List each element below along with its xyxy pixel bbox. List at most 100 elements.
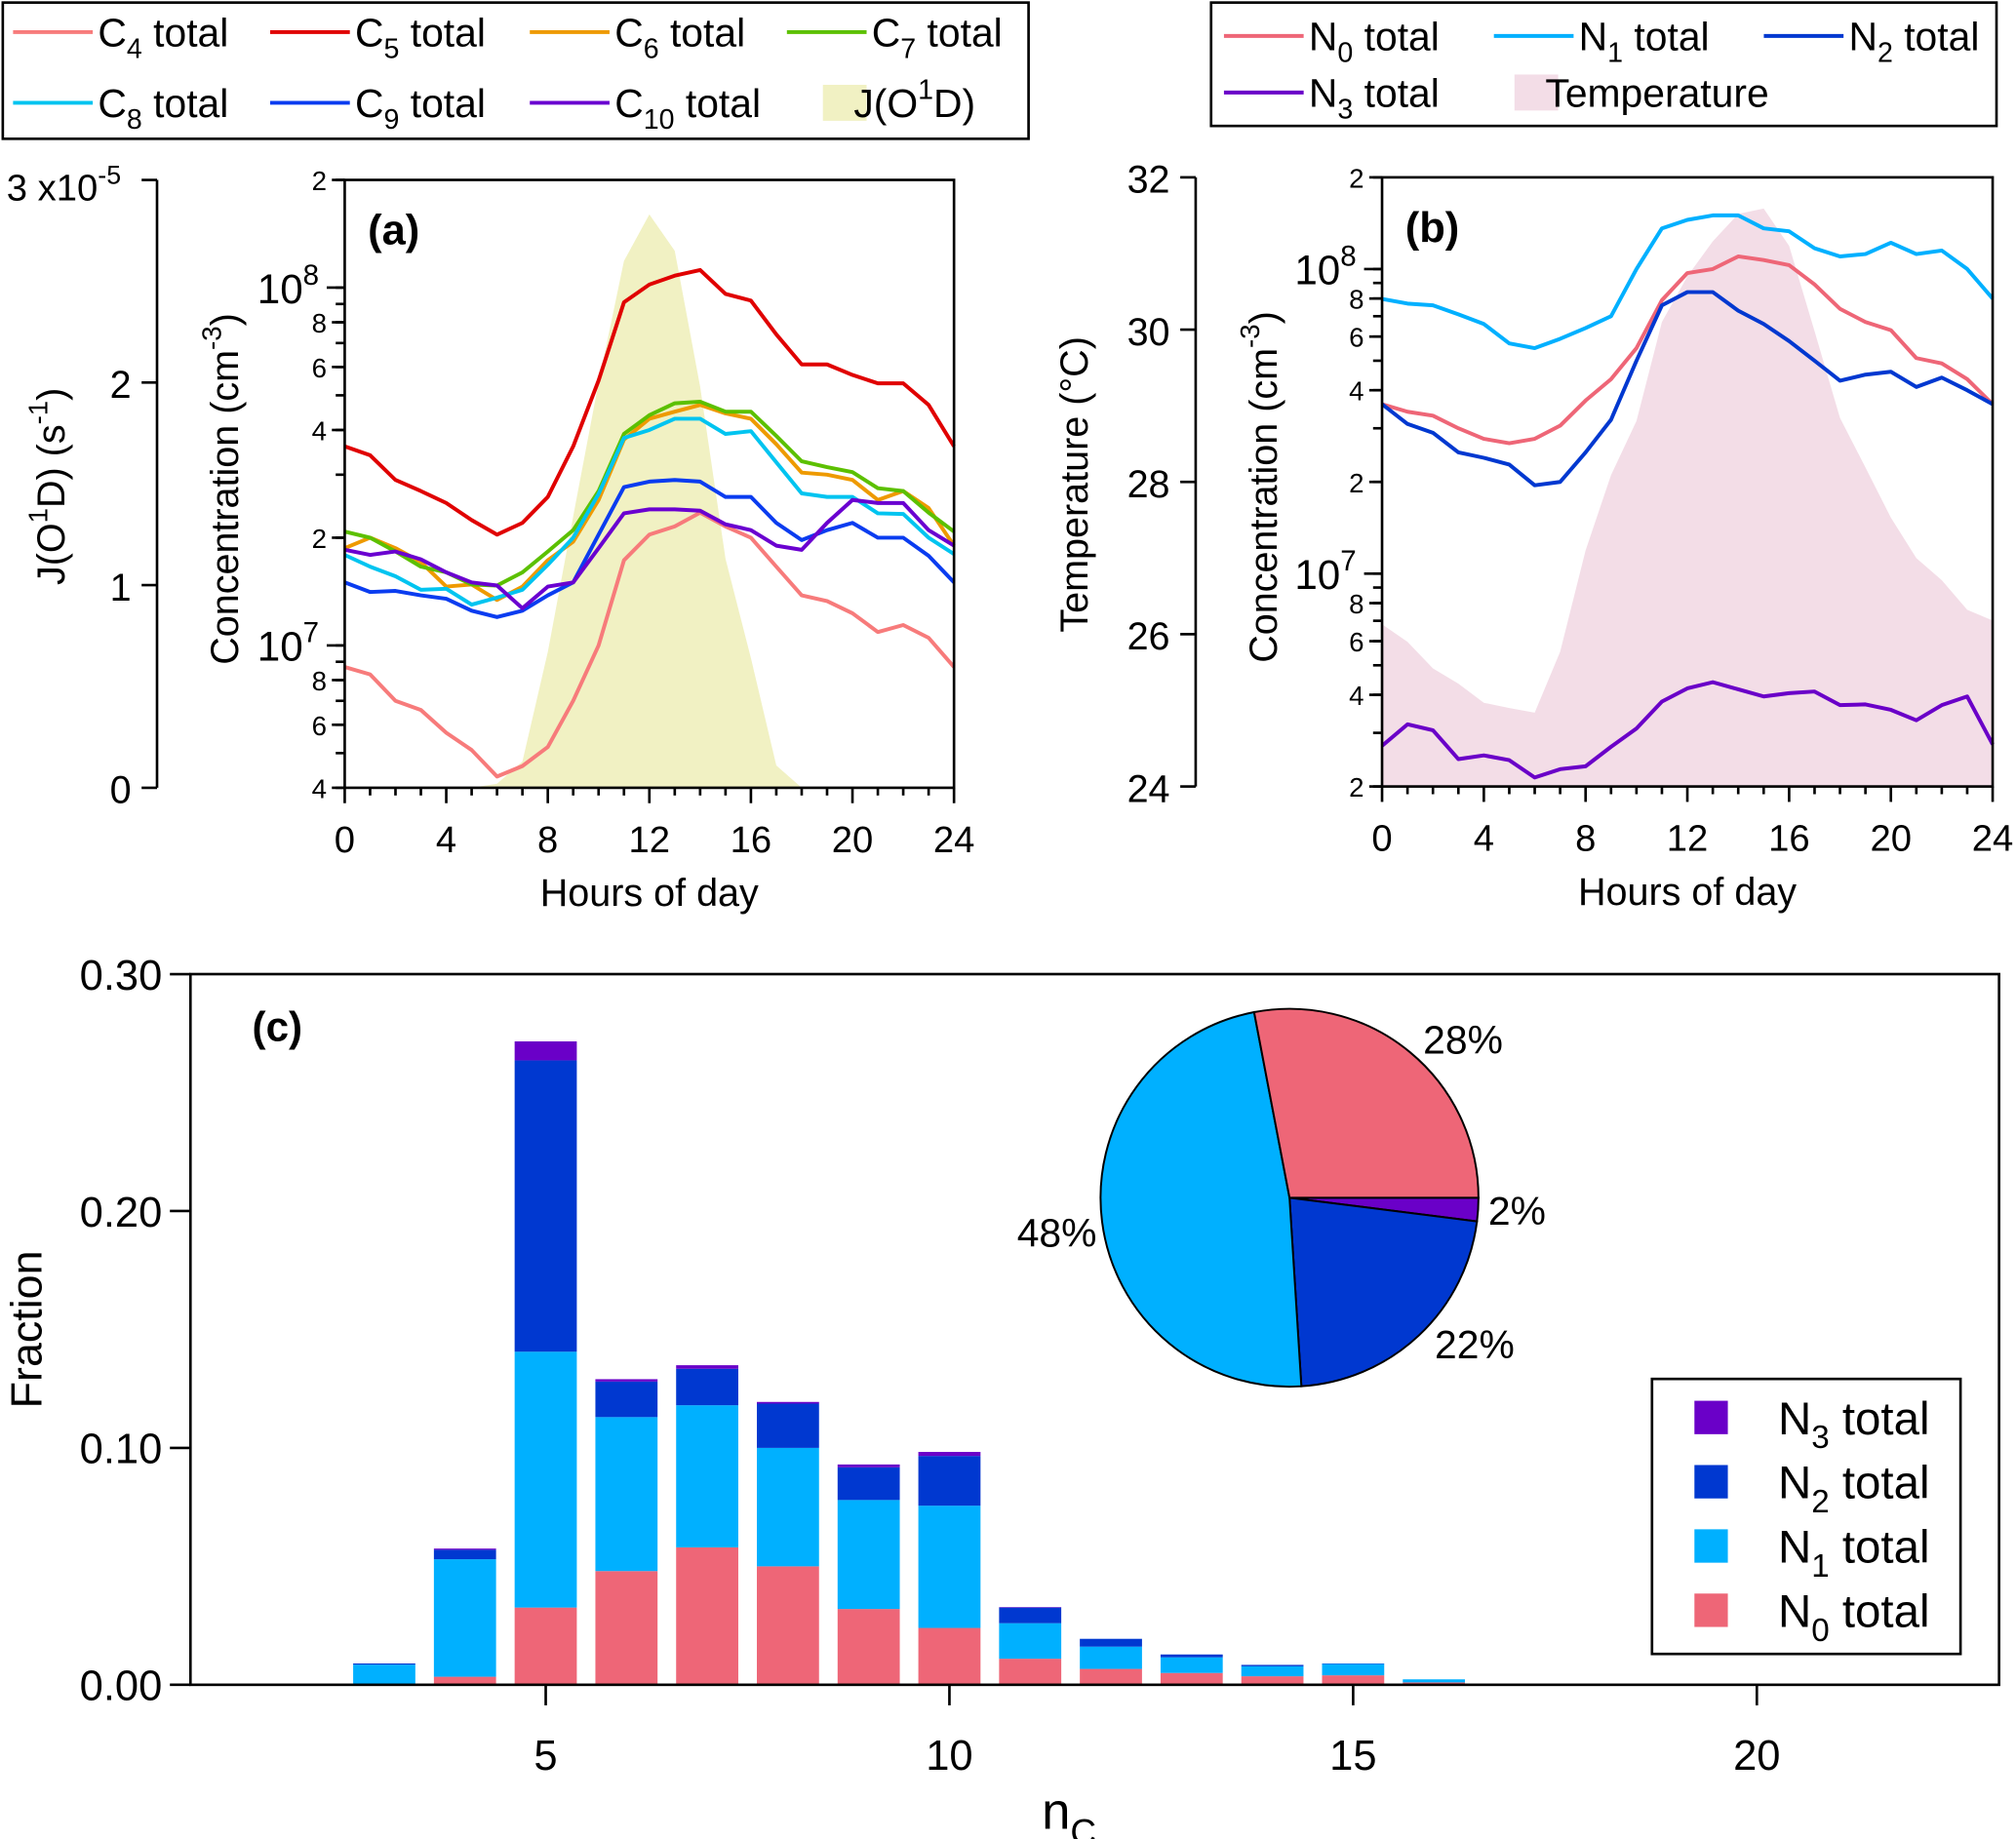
bar-segment-n2-total-nc6 [595,1381,658,1418]
legend-label-temperature: Temperature [1545,70,1768,115]
bar-segment-n1-total-nc7 [676,1405,738,1547]
x-axis-title: nC [1042,1782,1096,1839]
x-tick-label: 16 [731,819,772,861]
legend-label-c8-total: C8 total [98,81,228,136]
x-tick-label: 4 [1474,817,1494,859]
x-tick-label: 15 [1329,1733,1376,1780]
x-tick-label: 12 [1667,817,1709,859]
x-tick-label: 0 [1371,817,1392,859]
legend-label-n0-total: N0 total [1309,14,1440,68]
bar-segment-n2-total-nc7 [676,1368,738,1406]
y-tick-label: 6 [1349,627,1364,657]
y-tick-label: 2 [1349,772,1364,802]
y2-tick-label: 1 [110,567,132,609]
bar-segment-n2-total-nc11 [999,1607,1062,1624]
legend-label-n1-total: N1 total [1778,1522,1930,1585]
y-tick-label: 2 [1349,468,1364,498]
panel-label: (c) [253,1004,303,1050]
y2-tick-label: 32 [1127,159,1170,202]
pie-slice-n2-total [1288,1196,1479,1388]
y2-tick-label: 28 [1127,463,1170,506]
bar-segment-n2-total-nc14 [1241,1664,1304,1666]
x-tick-label: 24 [1972,817,2014,859]
y-tick-label: 0.30 [80,953,163,999]
bar-segment-n0-total-nc4 [433,1676,496,1685]
series-line-c8-total [343,416,956,607]
pie-slice-n1-total [1099,1010,1303,1389]
legend-swatch-n2-total [1694,1465,1728,1499]
y-tick-label: 0.10 [80,1427,163,1473]
legend-label-n2-total: N2 total [1778,1458,1930,1520]
bar-segment-n0-total-nc6 [595,1571,658,1685]
y-tick-label: 8 [312,666,327,696]
bar-segment-n0-total-nc5 [514,1607,577,1685]
bar-segment-n2-total-nc12 [1080,1638,1142,1647]
x-axis-title: Hours of day [540,872,759,915]
x-axis-title: Hours of day [1578,871,1797,914]
bar-segment-n3-total-nc9 [837,1464,900,1467]
bar-segment-n0-total-nc7 [676,1546,738,1685]
legend-label-c10-total: C10 total [614,81,761,136]
pie-label: 22% [1435,1322,1515,1367]
y-axis-title: Concentration (cm-3) [1235,311,1285,663]
y-tick-label-major: 107 [1294,545,1356,598]
y-tick-label: 4 [1349,376,1364,407]
bar-segment-n2-total-nc5 [514,1060,577,1352]
y-tick-label: 8 [1349,285,1364,315]
x-tick-label: 10 [926,1733,972,1780]
y2-tick-label: 26 [1127,615,1170,658]
legend-label-c4-total: C4 total [98,10,228,64]
y-tick-label: 4 [312,416,327,447]
legend-label-n2-total: N2 total [1848,14,1979,68]
legend-label-c5-total: C5 total [355,10,486,64]
legend-c [1650,1377,1962,1656]
bar-segment-n3-total-nc7 [676,1365,738,1369]
legend-swatch-n1-total [1694,1529,1728,1563]
series-line-c5-total [343,267,956,537]
legend-label-n3-total: N3 total [1309,70,1440,125]
bar-segment-n1-total-nc5 [514,1351,577,1608]
y2-tick-label: 2 [110,364,132,407]
area-j-o1d- [471,214,802,788]
pie-label: 28% [1423,1018,1503,1063]
bar-segment-n1-total-nc10 [918,1506,981,1628]
pie-label: 2% [1488,1189,1546,1233]
y-tick-label: 0.20 [80,1190,163,1236]
panel-b [1380,176,1995,788]
bar-segment-n2-total-nc4 [433,1549,496,1560]
series-line-c10-total [344,497,956,610]
bar-segment-n0-total-nc13 [1160,1672,1223,1685]
bar-segment-n1-total-nc16 [1403,1679,1466,1683]
x-tick-label: 16 [1768,817,1810,859]
bar-segment-n1-total-nc12 [1080,1646,1142,1669]
bar-segment-n3-total-nc4 [433,1548,496,1550]
y-tick-label: 6 [312,711,327,741]
bar-segment-n1-total-nc3 [353,1664,415,1685]
x-tick-label: 24 [933,819,975,861]
legend-box [1209,1,1998,128]
y-axis-title: Fraction [2,1251,51,1409]
y-tick-label: 8 [1349,589,1364,619]
y2-tick-label: 3 x10-5 [7,160,121,209]
y2-axis-title: Temperature (°C) [1053,336,1096,632]
bar-segment-n1-total-nc6 [595,1417,658,1572]
panel-label: (a) [368,207,419,254]
bar-segment-n1-total-nc9 [837,1500,900,1610]
y-tick-label: 6 [1349,323,1364,353]
legend-swatch-n0-total [1694,1593,1728,1627]
bar-segment-n0-total-nc14 [1241,1676,1304,1685]
bar-segment-n0-total-nc12 [1080,1668,1142,1685]
series-line-c4-total [343,510,956,779]
y-tick-label: 2 [1349,163,1364,193]
y-tick-label: 2 [312,166,327,196]
bar-segment-n0-total-nc15 [1322,1675,1385,1685]
bar-segment-n0-total-nc8 [757,1566,819,1685]
legend-label-n0-total: N0 total [1778,1586,1930,1649]
y2-axis-title: J(O1D) (s-1) [22,388,73,585]
legend-label-c7-total: C7 total [872,10,1003,64]
bar-segment-n0-total-nc11 [999,1659,1062,1685]
legend-swatch-temperature [1514,74,1559,111]
bar-segment-n0-total-nc9 [837,1609,900,1685]
panel-a [343,178,956,790]
